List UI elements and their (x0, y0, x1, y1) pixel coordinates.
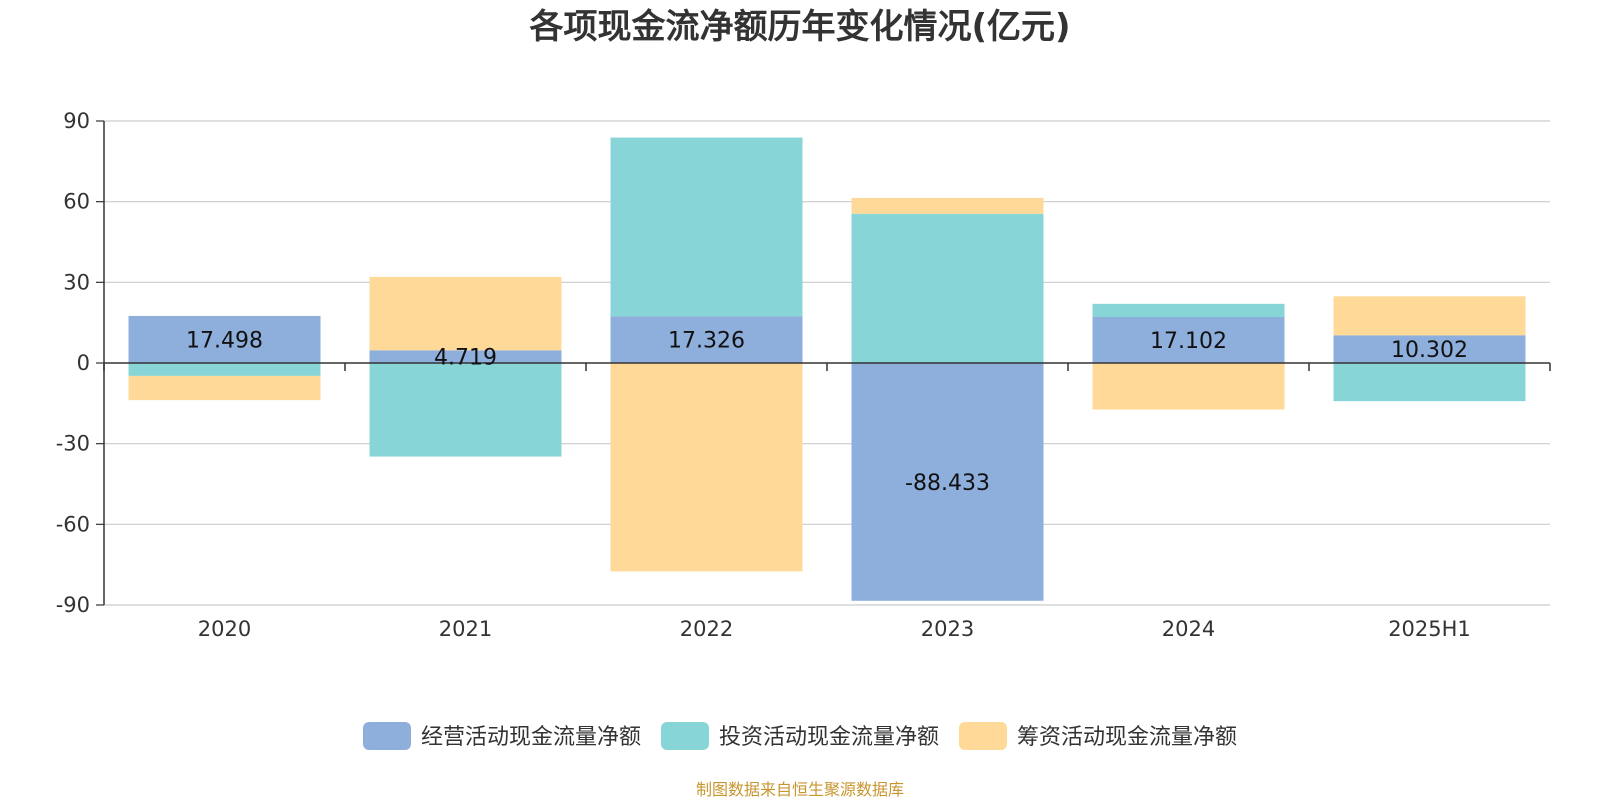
legend-item: 筹资活动现金流量净额 (959, 722, 1237, 750)
x-tick-label: 2025H1 (1388, 617, 1471, 641)
bars (128, 137, 1526, 601)
grid-lines (104, 120, 1550, 606)
legend-label: 经营活动现金流量净额 (421, 725, 641, 750)
x-tick-label: 2021 (439, 617, 492, 641)
legend-label: 投资活动现金流量净额 (719, 725, 939, 750)
bar-segment (369, 350, 562, 363)
data-label: 10.302 (1391, 338, 1468, 363)
data-label: 4.719 (434, 346, 497, 371)
x-tick-label: 2023 (921, 617, 974, 641)
bar-segment (851, 363, 1044, 601)
legend: 经营活动现金流量净额 投资活动现金流量净额 筹资活动现金流量净额 (363, 722, 1237, 750)
legend-item: 经营活动现金流量净额 (363, 722, 641, 750)
bar-segment (128, 315, 321, 363)
data-label: 17.498 (186, 328, 263, 353)
bar-segment (1333, 363, 1526, 402)
legend-swatch (959, 722, 1007, 750)
data-label: -88.433 (905, 471, 990, 496)
y-tick-label: 30 (63, 270, 90, 294)
x-tick-label: 2020 (198, 617, 251, 641)
bar-segment (1092, 317, 1285, 363)
y-tick-label: 90 (63, 109, 90, 133)
data-label: 17.102 (1150, 329, 1227, 354)
x-tick-label: 2024 (1162, 617, 1215, 641)
bar-segment (1333, 335, 1526, 363)
legend-swatch (661, 722, 709, 750)
axes: 90 60 30 0 -30 -60 -90 2020 2021 2022 2023 2024 2025… (56, 109, 1551, 641)
bar-segment (610, 137, 803, 317)
bar-segment (851, 197, 1044, 214)
y-tick-label: -30 (56, 432, 90, 456)
y-tick-label: 0 (77, 351, 90, 375)
bar-segment (610, 363, 803, 572)
y-tick-label: 60 (63, 190, 90, 214)
legend-label: 筹资活动现金流量净额 (1017, 725, 1237, 750)
bar-segment (1092, 303, 1285, 318)
bar-segment (1092, 363, 1285, 410)
bar-segment (1333, 296, 1526, 336)
data-labels: 17.498 4.719 17.326 -88.433 17.102 10.302 (186, 328, 1468, 495)
y-tick-label: -60 (56, 512, 90, 536)
bar-segment (369, 363, 562, 457)
source-note: 制图数据来自恒生聚源数据库 (696, 780, 904, 799)
chart-title: 各项现金流净额历年变化情况(亿元) (529, 7, 1070, 47)
bar-segment (610, 316, 803, 363)
bar-segment (851, 213, 1044, 363)
bar-segment (128, 363, 321, 376)
bar-segment (369, 276, 562, 351)
bar-segment (128, 375, 321, 401)
legend-item: 投资活动现金流量净额 (661, 722, 939, 750)
data-label: 17.326 (668, 329, 745, 354)
x-tick-label: 2022 (680, 617, 733, 641)
y-tick-label: -90 (56, 593, 90, 617)
legend-swatch (363, 722, 411, 750)
